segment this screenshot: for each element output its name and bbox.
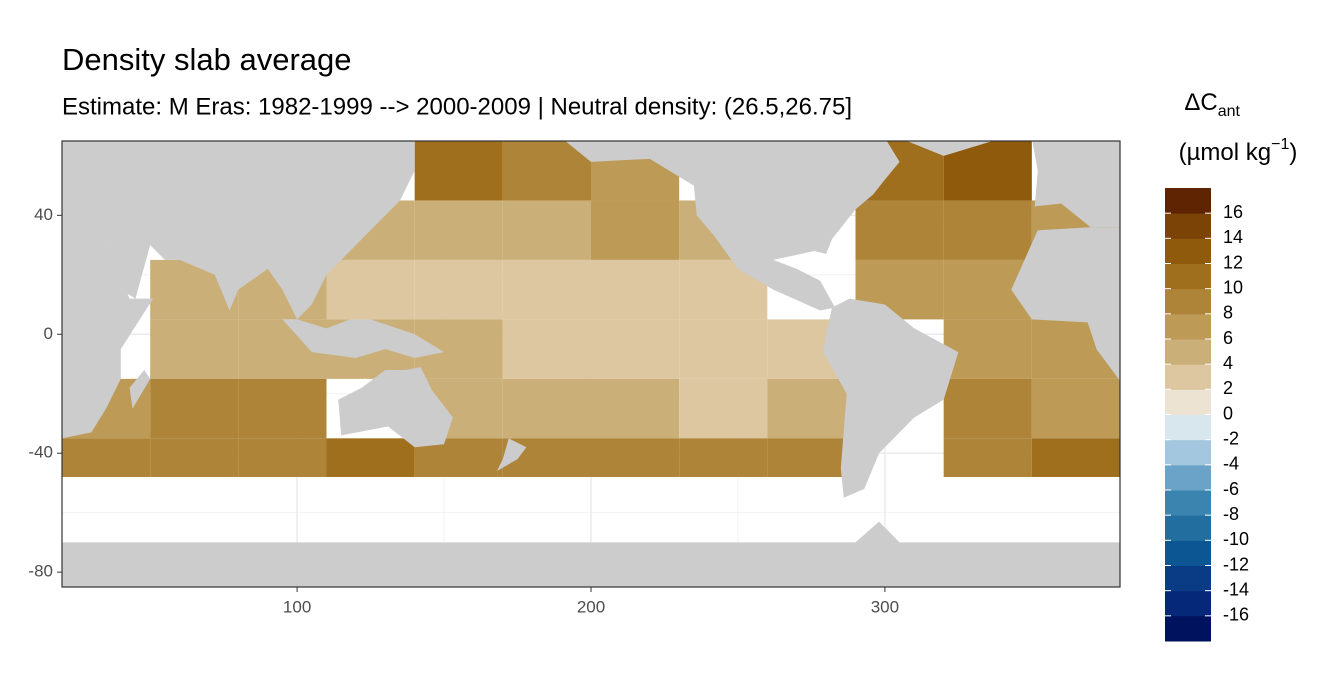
legend-swatch <box>1165 213 1211 239</box>
land <box>823 298 959 498</box>
x-tick-label: 300 <box>871 597 899 616</box>
legend-title: ΔCant <box>1184 89 1240 120</box>
land <box>1011 227 1120 381</box>
legend-swatch <box>1165 464 1211 491</box>
x-tick-label: 200 <box>577 597 605 616</box>
legend-swatch <box>1165 414 1211 441</box>
legend-label: -12 <box>1223 554 1249 574</box>
legend-title-sub: ant <box>1218 103 1241 120</box>
land <box>338 366 453 448</box>
data-cell <box>414 141 503 201</box>
data-cell <box>943 319 1032 379</box>
data-cell <box>502 259 591 320</box>
legend-swatch <box>1165 389 1211 415</box>
data-cell <box>679 438 768 477</box>
legend-label: 8 <box>1223 303 1233 323</box>
data-cell <box>591 378 680 439</box>
legend-label: 0 <box>1223 403 1233 423</box>
legend-label: -8 <box>1223 504 1239 524</box>
legend-swatch <box>1165 439 1211 466</box>
legend-label: 6 <box>1223 328 1233 348</box>
legend-unit-end: ) <box>1289 139 1297 166</box>
data-cell <box>679 378 768 439</box>
legend-label: 12 <box>1223 252 1243 272</box>
y-tick-label: 40 <box>34 205 53 224</box>
map-panel <box>62 141 1120 587</box>
legend-swatch <box>1165 238 1211 264</box>
legend-swatch <box>1165 364 1211 390</box>
legend-swatch <box>1165 615 1211 642</box>
legend-swatch <box>1165 565 1211 592</box>
y-tick-label: -80 <box>28 562 53 581</box>
legend-label: -16 <box>1223 605 1249 625</box>
land <box>62 141 415 320</box>
legend-label: 10 <box>1223 277 1243 297</box>
legend-label: -14 <box>1223 579 1249 599</box>
data-cell <box>767 438 856 477</box>
data-cell <box>943 200 1032 260</box>
legend-label: 4 <box>1223 353 1233 373</box>
legend-swatch <box>1165 188 1211 214</box>
data-cell <box>62 438 151 477</box>
legend-label: -10 <box>1223 529 1249 549</box>
y-tick-label: -40 <box>28 443 53 462</box>
x-tick-label: 100 <box>283 597 311 616</box>
legend-label: -2 <box>1223 428 1239 448</box>
data-cell <box>150 319 239 379</box>
data-cell <box>414 259 503 320</box>
legend-swatch <box>1165 313 1211 340</box>
legend-title-main: ΔC <box>1184 89 1217 116</box>
land <box>906 141 993 156</box>
data-cell <box>943 378 1032 439</box>
data-cell <box>855 200 944 260</box>
land <box>496 438 527 472</box>
land <box>62 227 154 439</box>
y-tick-label: 0 <box>44 324 53 343</box>
legend-swatch <box>1165 540 1211 566</box>
data-cell <box>1031 438 1120 477</box>
legend-swatch <box>1165 515 1211 541</box>
data-cell <box>326 259 415 320</box>
data-cell <box>1031 378 1120 439</box>
land <box>1032 141 1120 228</box>
legend-label: 14 <box>1223 227 1243 247</box>
legend-unit-sup: −1 <box>1271 136 1289 153</box>
data-cell <box>591 200 680 260</box>
data-cell <box>502 378 591 439</box>
legend-swatch <box>1165 263 1211 290</box>
legend-swatch <box>1165 288 1211 315</box>
data-cell <box>943 438 1032 477</box>
data-cell <box>679 319 768 379</box>
data-cell <box>591 438 680 477</box>
legend-unit: (µmol kg−1) <box>1179 136 1298 166</box>
data-cell <box>502 200 591 260</box>
data-cell <box>150 438 239 477</box>
data-cell <box>150 378 239 439</box>
data-cell <box>414 200 503 260</box>
land <box>565 141 900 311</box>
legend-label: 16 <box>1223 202 1243 222</box>
chart-title: Density slab average <box>62 42 352 77</box>
legend-swatch <box>1165 339 1211 365</box>
legend-unit-main: (µmol kg <box>1179 139 1272 166</box>
legend-label: 2 <box>1223 378 1233 398</box>
data-cell <box>238 378 327 439</box>
legend-label: -4 <box>1223 454 1239 474</box>
data-cell <box>326 438 415 477</box>
legend-label: -6 <box>1223 479 1239 499</box>
land <box>282 319 445 359</box>
data-cell <box>767 378 856 439</box>
data-cell <box>591 259 680 320</box>
chart-subtitle: Estimate: M Eras: 1982-1999 --> 2000-200… <box>62 93 852 120</box>
land <box>62 521 1120 587</box>
data-cell <box>591 319 680 379</box>
data-cell <box>238 438 327 477</box>
land <box>129 369 151 409</box>
legend-swatch <box>1165 590 1211 617</box>
legend-swatch <box>1165 490 1211 516</box>
data-cell <box>502 141 591 201</box>
data-cell <box>502 319 591 379</box>
